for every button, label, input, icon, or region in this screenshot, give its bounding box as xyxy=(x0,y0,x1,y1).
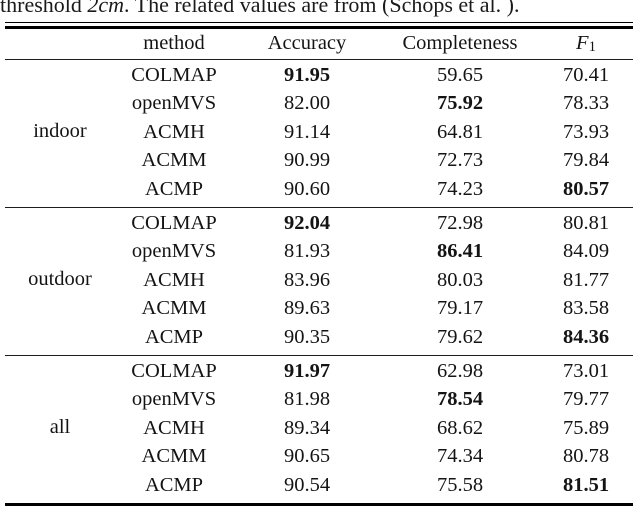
accuracy-cell: 90.54 xyxy=(283,473,331,496)
f1-symbol: F xyxy=(576,31,589,54)
table-caption: threshold 2cm. The related values are fr… xyxy=(0,0,640,16)
f1-cell: 75.89 xyxy=(562,416,610,439)
col-header-f1: F1 xyxy=(539,31,633,56)
completeness-cell: 79.17 xyxy=(436,297,484,320)
f1-cell: 79.77 xyxy=(562,388,610,411)
method-cell: ACMM xyxy=(141,149,207,172)
f1-cell: 83.58 xyxy=(562,297,610,320)
table-section-outdoor: outdoor COLMAP 92.04 72.98 80.81 openMVS 81.93… xyxy=(5,209,633,352)
group-label-indoor: indoor xyxy=(33,120,87,143)
method-cell: ACMH xyxy=(143,416,205,439)
method-cell: ACMH xyxy=(143,268,205,291)
table-bottom-rule xyxy=(5,502,633,506)
col-header-accuracy: Accuracy xyxy=(267,31,347,54)
completeness-cell: 62.98 xyxy=(436,359,484,382)
accuracy-cell: 89.34 xyxy=(283,416,331,439)
f1-cell: 80.81 xyxy=(562,211,610,234)
f1-cell: 84.36 xyxy=(562,325,610,348)
completeness-cell: 79.62 xyxy=(436,325,484,348)
caption-prefix: threshold xyxy=(0,0,88,17)
accuracy-cell: 92.04 xyxy=(283,211,331,234)
method-cell: ACMM xyxy=(141,297,207,320)
accuracy-cell: 81.93 xyxy=(283,240,331,263)
header-separator-rule xyxy=(5,58,633,61)
completeness-cell: 86.41 xyxy=(436,240,484,263)
table-top-rule-thin xyxy=(5,22,633,24)
completeness-cell: 68.62 xyxy=(436,416,484,439)
method-cell: ACMH xyxy=(143,120,205,143)
method-cell: ACMP xyxy=(144,325,204,348)
f1-cell: 80.78 xyxy=(562,445,610,468)
completeness-cell: 74.34 xyxy=(436,445,484,468)
completeness-cell: 64.81 xyxy=(436,120,484,143)
completeness-cell: 75.58 xyxy=(436,473,484,496)
group-label-outdoor: outdoor xyxy=(28,268,92,291)
f1-subscript: 1 xyxy=(588,39,596,56)
completeness-cell: 80.03 xyxy=(436,268,484,291)
table-section-indoor: indoor COLMAP 91.95 59.65 70.41 openMVS 82.00 7… xyxy=(5,61,633,204)
method-cell: COLMAP xyxy=(131,359,217,382)
completeness-cell: 74.23 xyxy=(436,177,484,200)
caption-threshold-value: 2cm xyxy=(87,0,125,17)
accuracy-cell: 83.96 xyxy=(283,268,331,291)
accuracy-cell: 91.14 xyxy=(283,120,331,143)
f1-cell: 70.41 xyxy=(562,63,610,86)
col-header-completeness: Completeness xyxy=(402,31,518,54)
completeness-cell: 75.92 xyxy=(436,92,484,115)
group-label-all: all xyxy=(49,416,71,439)
accuracy-cell: 89.63 xyxy=(283,297,331,320)
f1-cell: 73.93 xyxy=(562,120,610,143)
f1-cell: 73.01 xyxy=(562,359,610,382)
section-separator-rule-1 xyxy=(5,206,633,209)
accuracy-cell: 91.95 xyxy=(283,63,331,86)
accuracy-cell: 81.98 xyxy=(283,388,331,411)
col-header-method: method xyxy=(143,31,205,54)
section-separator-rule-2 xyxy=(5,354,633,357)
f1-cell: 78.33 xyxy=(562,92,610,115)
f1-cell: 81.51 xyxy=(562,473,610,496)
method-cell: openMVS xyxy=(131,92,217,115)
f1-cell: 84.09 xyxy=(562,240,610,263)
completeness-cell: 59.65 xyxy=(436,63,484,86)
f1-cell: 80.57 xyxy=(562,177,610,200)
accuracy-cell: 90.65 xyxy=(283,445,331,468)
table-section-all: all COLMAP 91.97 62.98 73.01 openMVS 81.98 78.5… xyxy=(5,357,633,500)
f1-cell: 79.84 xyxy=(562,149,610,172)
method-cell: COLMAP xyxy=(131,211,217,234)
method-cell: openMVS xyxy=(131,388,217,411)
table-top-rule-thick xyxy=(5,26,633,29)
method-cell: openMVS xyxy=(131,240,217,263)
method-cell: ACMM xyxy=(141,445,207,468)
completeness-cell: 72.73 xyxy=(436,149,484,172)
completeness-cell: 72.98 xyxy=(436,211,484,234)
accuracy-cell: 90.60 xyxy=(283,177,331,200)
accuracy-cell: 90.99 xyxy=(283,149,331,172)
method-cell: ACMP xyxy=(144,177,204,200)
completeness-cell: 78.54 xyxy=(436,388,484,411)
accuracy-cell: 91.97 xyxy=(283,359,331,382)
accuracy-cell: 90.35 xyxy=(283,325,331,348)
method-cell: COLMAP xyxy=(131,63,217,86)
table-header-row: method Accuracy Completeness F1 xyxy=(5,29,633,57)
method-cell: ACMP xyxy=(144,473,204,496)
caption-suffix: . The related values are from (Schops et… xyxy=(124,0,520,17)
accuracy-cell: 82.00 xyxy=(283,92,331,115)
f1-cell: 81.77 xyxy=(562,268,610,291)
